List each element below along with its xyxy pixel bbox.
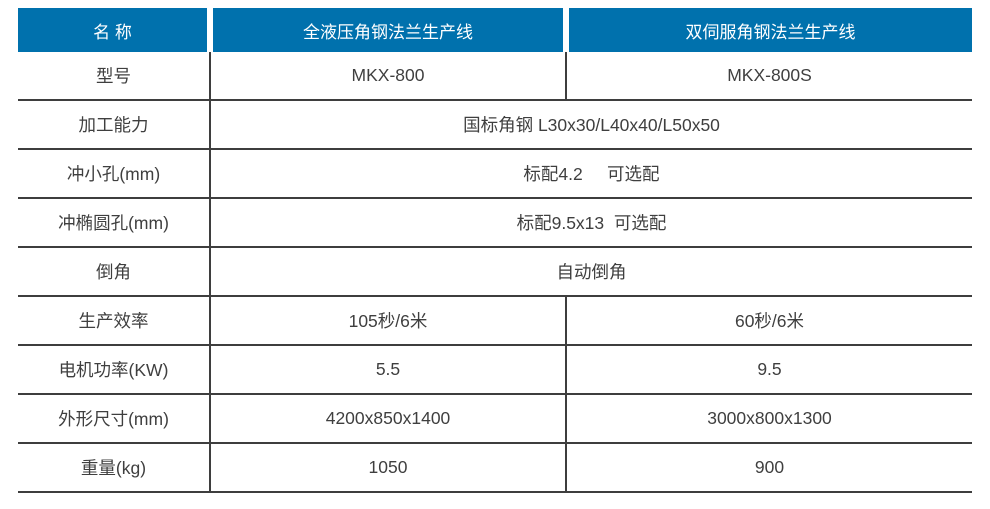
row-chamfer-value: 自动倒角 [210, 247, 972, 297]
row-capacity-label: 加工能力 [18, 100, 211, 150]
row-motor-power-value-hydraulic: 5.5 [210, 345, 567, 395]
table-row-weight: 重量(kg) 1050 900 [18, 443, 972, 493]
table-row-dimensions: 外形尺寸(mm) 4200x850x1400 3000x800x1300 [18, 394, 972, 444]
row-chamfer-label: 倒角 [18, 247, 211, 297]
row-capacity-value: 国标角钢 L30x30/L40x40/L50x50 [210, 100, 972, 150]
header-product-hydraulic: 全液压角钢法兰生产线 [207, 8, 566, 52]
table-row-model: 型号 MKX-800 MKX-800S [18, 52, 972, 101]
row-weight-value-servo: 900 [566, 443, 972, 493]
row-dimensions-value-servo: 3000x800x1300 [566, 394, 972, 444]
row-model-value-servo: MKX-800S [566, 52, 972, 101]
table-row-small-hole: 冲小孔(mm) 标配4.2 可选配 [18, 149, 972, 199]
row-oval-hole-value: 标配9.5x13 可选配 [210, 198, 972, 248]
row-efficiency-value-servo: 60秒/6米 [566, 296, 972, 346]
row-dimensions-value-hydraulic: 4200x850x1400 [210, 394, 567, 444]
row-model-value-hydraulic: MKX-800 [210, 52, 567, 101]
header-row: 名 称 全液压角钢法兰生产线 双伺服角钢法兰生产线 [18, 8, 972, 52]
header-product-servo: 双伺服角钢法兰生产线 [563, 8, 972, 52]
table-row-chamfer: 倒角 自动倒角 [18, 247, 972, 297]
table-row-oval-hole: 冲椭圆孔(mm) 标配9.5x13 可选配 [18, 198, 972, 248]
row-efficiency-value-hydraulic: 105秒/6米 [210, 296, 567, 346]
row-dimensions-label: 外形尺寸(mm) [18, 394, 211, 444]
table-row-motor-power: 电机功率(KW) 5.5 9.5 [18, 345, 972, 395]
row-small-hole-value: 标配4.2 可选配 [210, 149, 972, 199]
header-name-label: 名 称 [18, 8, 210, 52]
spec-table: 名 称 全液压角钢法兰生产线 双伺服角钢法兰生产线 型号 MKX-800 MKX… [18, 8, 972, 493]
row-weight-label: 重量(kg) [18, 443, 211, 493]
row-model-label: 型号 [18, 52, 211, 101]
table-row-capacity: 加工能力 国标角钢 L30x30/L40x40/L50x50 [18, 100, 972, 150]
row-oval-hole-label: 冲椭圆孔(mm) [18, 198, 211, 248]
row-motor-power-label: 电机功率(KW) [18, 345, 211, 395]
row-efficiency-label: 生产效率 [18, 296, 211, 346]
row-motor-power-value-servo: 9.5 [566, 345, 972, 395]
table-row-efficiency: 生产效率 105秒/6米 60秒/6米 [18, 296, 972, 346]
row-small-hole-label: 冲小孔(mm) [18, 149, 211, 199]
row-weight-value-hydraulic: 1050 [210, 443, 567, 493]
